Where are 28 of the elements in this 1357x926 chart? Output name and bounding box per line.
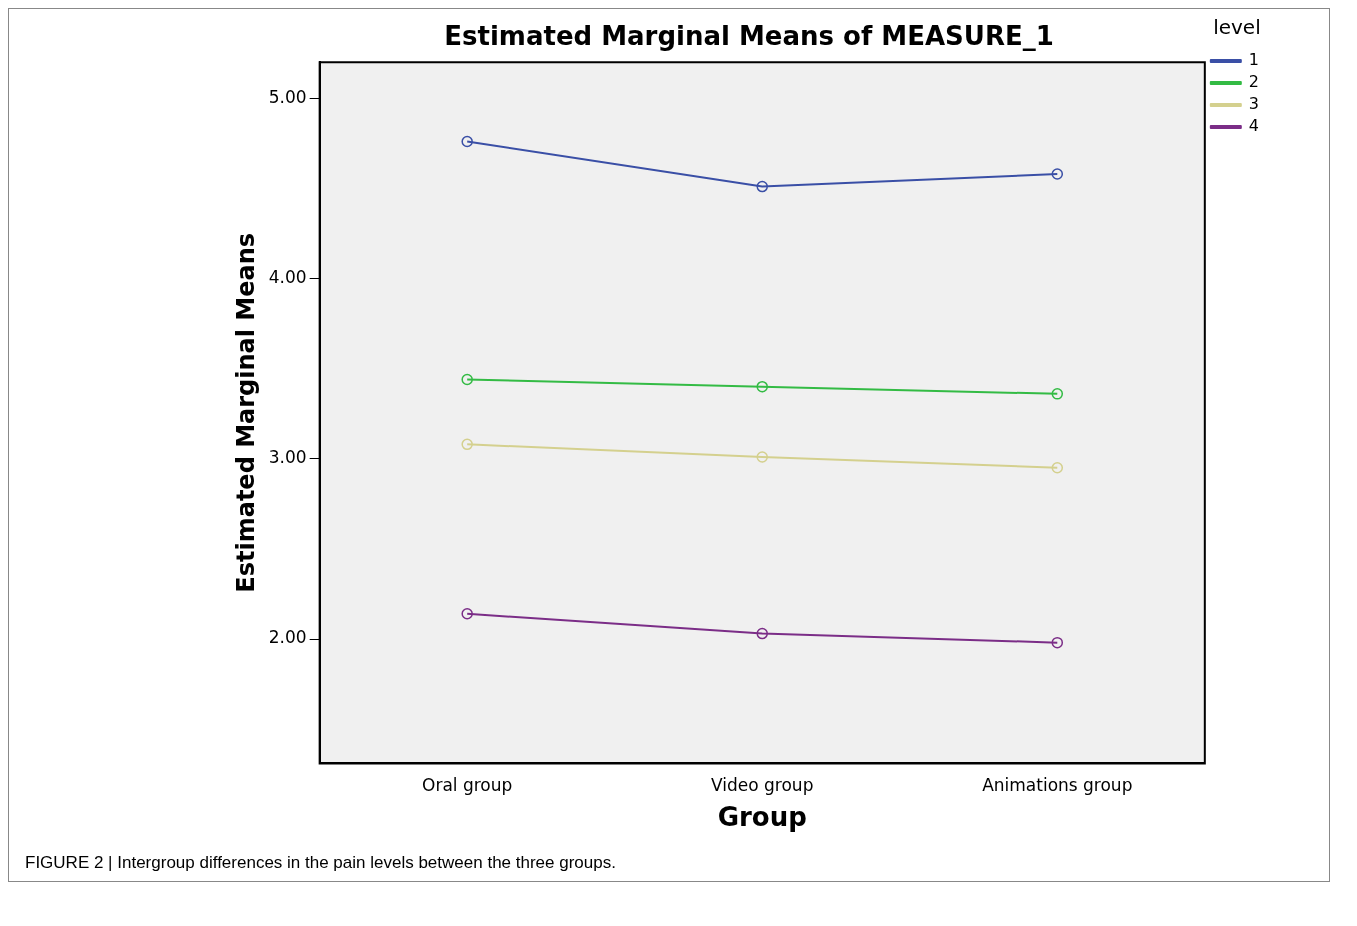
y-axis-title: Estimated Marginal Means	[231, 232, 260, 593]
legend-label: 2	[1248, 72, 1260, 92]
point	[1051, 388, 1064, 400]
legend-label: 1	[1248, 50, 1260, 70]
point	[756, 627, 768, 640]
point	[461, 135, 473, 148]
legend-label: 3	[1248, 94, 1260, 114]
point	[461, 373, 473, 386]
x-tick-label: Video group	[711, 775, 814, 796]
y-tick-label: 5.00	[268, 86, 307, 107]
point	[756, 380, 768, 393]
x-tick-label: Animations group	[982, 775, 1133, 796]
legend-label: 4	[1248, 116, 1260, 136]
x-tick-label: Oral group	[422, 775, 513, 796]
legend-title: level	[1213, 15, 1261, 40]
caption: FIGURE 2 | Intergroup differences in the pain levels between the three groups.	[24, 852, 617, 874]
y-tick-label: 3.00	[268, 447, 307, 468]
point	[1051, 462, 1064, 474]
point	[1051, 636, 1064, 649]
point	[756, 180, 768, 193]
x-axis-title: Group	[717, 802, 807, 833]
chart-title: Estimated Marginal Means of MEASURE_1	[444, 21, 1054, 52]
point	[461, 608, 473, 620]
point	[1051, 168, 1064, 180]
point	[756, 451, 768, 463]
point	[461, 438, 473, 451]
y-tick-label: 2.00	[268, 627, 307, 648]
y-tick-label: 4.00	[268, 266, 307, 287]
